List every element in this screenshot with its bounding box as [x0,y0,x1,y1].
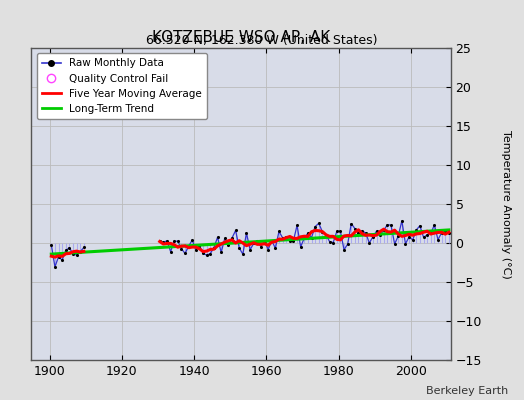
Point [379,227,388,234]
Point [336,228,345,234]
Point [213,234,222,240]
Point [343,241,352,247]
Point [362,230,370,236]
Point [253,238,261,244]
Point [170,238,178,244]
Point [307,234,315,241]
Point [65,244,73,251]
Point [156,238,164,244]
Title: KOTZEBUE WSO AP, AK: KOTZEBUE WSO AP, AK [152,30,330,46]
Point [441,228,450,234]
Point [210,244,218,251]
Point [289,238,298,244]
Point [232,227,240,234]
Point [383,222,391,228]
Text: Berkeley Earth: Berkeley Earth [426,386,508,396]
Point [304,230,312,236]
Point [297,244,305,250]
Point [445,230,453,236]
Point [347,220,355,227]
Point [322,232,330,238]
Point [300,235,309,241]
Point [398,218,406,224]
Point [177,246,185,252]
Point [202,252,211,258]
Point [271,245,280,252]
Point [199,250,208,257]
Point [293,222,301,228]
Point [329,239,337,246]
Point [275,228,283,235]
Point [423,232,431,238]
Point [434,236,442,243]
Point [369,234,377,240]
Point [76,248,84,255]
Point [58,257,67,263]
Point [405,234,413,240]
Point [54,254,63,260]
Point [376,231,385,238]
Point [246,246,254,253]
Point [427,230,435,237]
Point [278,234,287,241]
Point [195,242,204,249]
Point [257,244,265,250]
Point [80,244,88,251]
Point [354,230,363,236]
Point [401,241,410,247]
Point [311,223,319,230]
Point [221,235,229,242]
Point [260,238,269,244]
Point [416,222,424,229]
Y-axis label: Temperature Anomaly (°C): Temperature Anomaly (°C) [501,130,511,278]
Point [163,238,171,244]
Point [238,251,247,257]
Point [394,233,402,239]
Point [390,241,399,247]
Point [228,235,236,241]
Point [340,246,348,253]
Point [351,225,359,232]
Point [438,230,446,236]
Point [430,222,439,228]
Point [47,242,56,248]
Point [387,222,395,228]
Point [325,238,334,245]
Point [192,247,200,253]
Point [318,228,326,235]
Point [206,250,214,257]
Point [409,237,417,243]
Point [72,252,81,258]
Point [235,245,244,251]
Point [268,238,276,244]
Point [62,247,70,254]
Text: 66.520 N, 162.380 W (United States): 66.520 N, 162.380 W (United States) [146,34,378,47]
Point [242,230,250,236]
Point [167,248,175,255]
Point [249,240,258,247]
Point [373,228,381,234]
Point [181,250,189,257]
Point [412,227,420,233]
Point [358,228,366,234]
Legend: Raw Monthly Data, Quality Control Fail, Five Year Moving Average, Long-Term Tren: Raw Monthly Data, Quality Control Fail, … [37,53,207,119]
Point [184,243,193,250]
Point [333,228,341,235]
Point [365,240,374,246]
Point [69,251,77,257]
Point [51,264,59,270]
Point [217,249,225,256]
Point [286,238,294,244]
Point [188,237,196,243]
Point [159,239,168,246]
Point [419,234,428,240]
Point [173,238,182,244]
Point [314,220,323,226]
Point [224,241,233,248]
Point [264,246,272,253]
Point [282,234,290,240]
